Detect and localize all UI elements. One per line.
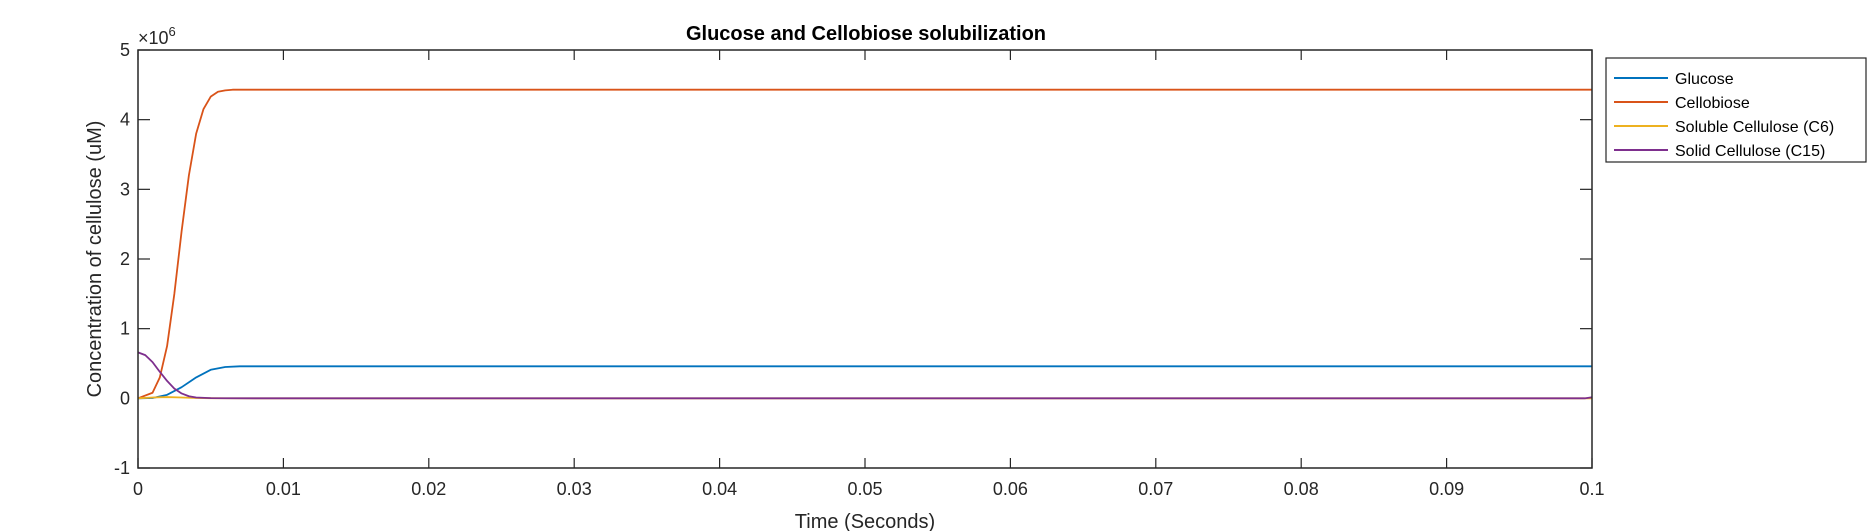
y-tick-label-1: 0 <box>120 388 130 408</box>
y-tick-label-4: 3 <box>120 179 130 199</box>
y-tick-label-0: -1 <box>114 458 130 478</box>
series-line-1 <box>137 88 1592 400</box>
x-tick-label-8: 0.08 <box>1284 479 1319 499</box>
tick-labels: 0 0.01 0.02 0.03 0.04 0.05 0.06 0.07 0.08 0.09 0.1… <box>114 40 1605 499</box>
y-tick-label-3: 2 <box>120 249 130 269</box>
series-line-3 <box>137 351 1593 400</box>
legend-label-3: Solid Cellulose (C15) <box>1675 143 1825 160</box>
axes-background <box>138 50 1592 468</box>
legend: Glucose Cellobiose Soluble Cellulose (C6) S… <box>1605 57 1867 163</box>
x-tick-label-4: 0.04 <box>702 479 737 499</box>
x-tick-label-3: 0.03 <box>557 479 592 499</box>
legend-label-1: Cellobiose <box>1675 95 1750 112</box>
series-lines <box>137 88 1593 400</box>
x-tick-label-7: 0.07 <box>1138 479 1173 499</box>
x-tick-label-2: 0.02 <box>411 479 446 499</box>
plot-area <box>138 50 1592 468</box>
chart-title: Glucose and Cellobiose solubilization <box>686 23 1046 45</box>
y-exponent-label: ×106 <box>138 24 176 48</box>
x-tick-label-1: 0.01 <box>266 479 301 499</box>
series-line-0 <box>137 365 1592 400</box>
legend-label-2: Soluble Cellulose (C6) <box>1675 119 1834 136</box>
legend-box <box>1605 57 1867 163</box>
y-tick-label-2: 1 <box>120 319 130 339</box>
x-tick-label-10: 0.1 <box>1579 479 1604 499</box>
x-tick-label-6: 0.06 <box>993 479 1028 499</box>
y-tick-label-5: 4 <box>120 110 130 130</box>
legend-label-0: Glucose <box>1675 71 1734 88</box>
x-tick-label-9: 0.09 <box>1429 479 1464 499</box>
y-tick-label-6: 5 <box>120 40 130 60</box>
x-tick-label-5: 0.05 <box>847 479 882 499</box>
axes-box <box>137 49 1593 469</box>
y-axis-label: Concentration of cellulose (uM) <box>84 121 106 398</box>
x-axis-label: Time (Seconds) <box>795 511 935 531</box>
x-tick-label-0: 0 <box>133 479 143 499</box>
